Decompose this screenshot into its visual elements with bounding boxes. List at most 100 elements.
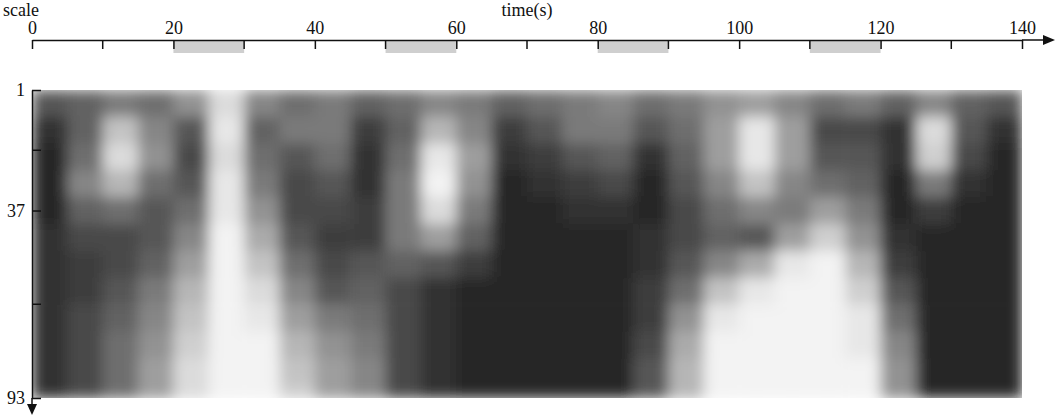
heat-cell [386, 331, 422, 358]
heat-cell [598, 331, 634, 358]
heat-cell [138, 144, 174, 171]
heat-cell [987, 251, 1022, 278]
heat-cell [103, 331, 139, 358]
heat-cell [987, 358, 1022, 385]
heat-cell [633, 385, 669, 398]
heat-cell [173, 385, 209, 398]
heat-cell [951, 90, 987, 117]
x-tick-label: 40 [306, 18, 324, 38]
heat-cell [103, 117, 139, 144]
heat-cell [668, 358, 704, 385]
heat-cell [704, 197, 740, 224]
heat-cell [492, 277, 528, 304]
heat-cell [881, 170, 917, 197]
heat-cell [668, 170, 704, 197]
heat-cell [492, 304, 528, 331]
heat-cell [845, 385, 881, 398]
heat-cell [916, 170, 952, 197]
heat-cell [103, 385, 139, 398]
heat-cell [739, 90, 775, 117]
heat-cell [598, 197, 634, 224]
heat-cell [881, 385, 917, 398]
y-tick-label: 93 [7, 388, 25, 408]
y-tick-mark [32, 210, 41, 212]
y-minor-tick [32, 304, 41, 306]
heat-cell [598, 117, 634, 144]
heat-cell [32, 251, 68, 278]
heat-cell [386, 144, 422, 171]
heat-cell [527, 90, 563, 117]
heat-cell [562, 117, 598, 144]
heat-cell [32, 224, 68, 251]
heat-cell [315, 304, 351, 331]
heat-cell [32, 197, 68, 224]
heat-cell [386, 170, 422, 197]
heat-cell [881, 224, 917, 251]
heat-cell [527, 358, 563, 385]
y-tick-label: 37 [7, 201, 25, 221]
heat-cell [916, 331, 952, 358]
heat-cell [280, 117, 316, 144]
heat-cell [138, 331, 174, 358]
heat-cell [103, 90, 139, 117]
heat-cell [916, 251, 952, 278]
heat-cell [810, 144, 846, 171]
heat-cell [421, 90, 457, 117]
heat-cell [209, 144, 245, 171]
heat-cell [350, 224, 386, 251]
x-tick-label: 120 [868, 18, 895, 38]
heat-cell [633, 251, 669, 278]
heat-cell [350, 170, 386, 197]
heat-cell [315, 385, 351, 398]
heat-cell [280, 90, 316, 117]
heat-cell [209, 277, 245, 304]
heat-cell [916, 304, 952, 331]
heat-cell [244, 358, 280, 385]
heat-cell [739, 170, 775, 197]
heat-cell [633, 144, 669, 171]
x-minor-tick [668, 40, 670, 49]
heat-cell [951, 251, 987, 278]
heat-cell [562, 90, 598, 117]
y-minor-tick [32, 150, 41, 152]
heat-cell [173, 277, 209, 304]
heat-cell [633, 304, 669, 331]
heat-cell [951, 358, 987, 385]
heat-cell [103, 197, 139, 224]
heat-cell [951, 385, 987, 398]
heat-cell [810, 251, 846, 278]
heat-cell [32, 385, 68, 398]
x-tick: 120 [868, 18, 895, 49]
x-axis-title: time(s) [502, 0, 553, 21]
heat-cell [916, 277, 952, 304]
heat-cell [173, 90, 209, 117]
heat-cell [845, 224, 881, 251]
x-tick: 140 [1009, 18, 1036, 49]
heat-cell [704, 385, 740, 398]
heat-cell [845, 358, 881, 385]
heat-cell [67, 251, 103, 278]
heat-cell [456, 358, 492, 385]
heat-cell [138, 117, 174, 144]
heat-cell [386, 224, 422, 251]
heat-cell [916, 90, 952, 117]
heatmap [32, 90, 1022, 398]
heat-cell [527, 144, 563, 171]
heat-cell [280, 170, 316, 197]
heat-cell [987, 331, 1022, 358]
x-minor-tick [809, 40, 811, 49]
heat-cell [32, 277, 68, 304]
heat-cell [987, 304, 1022, 331]
heat-cell [315, 117, 351, 144]
heat-cell [209, 90, 245, 117]
heat-cell [280, 331, 316, 358]
heat-cell [951, 331, 987, 358]
heat-cell [704, 331, 740, 358]
heat-cell [209, 117, 245, 144]
heat-cell [32, 331, 68, 358]
heat-cell [315, 224, 351, 251]
heat-cell [456, 170, 492, 197]
heat-cell [633, 117, 669, 144]
heat-cell [881, 277, 917, 304]
x-minor-tick [951, 40, 953, 49]
